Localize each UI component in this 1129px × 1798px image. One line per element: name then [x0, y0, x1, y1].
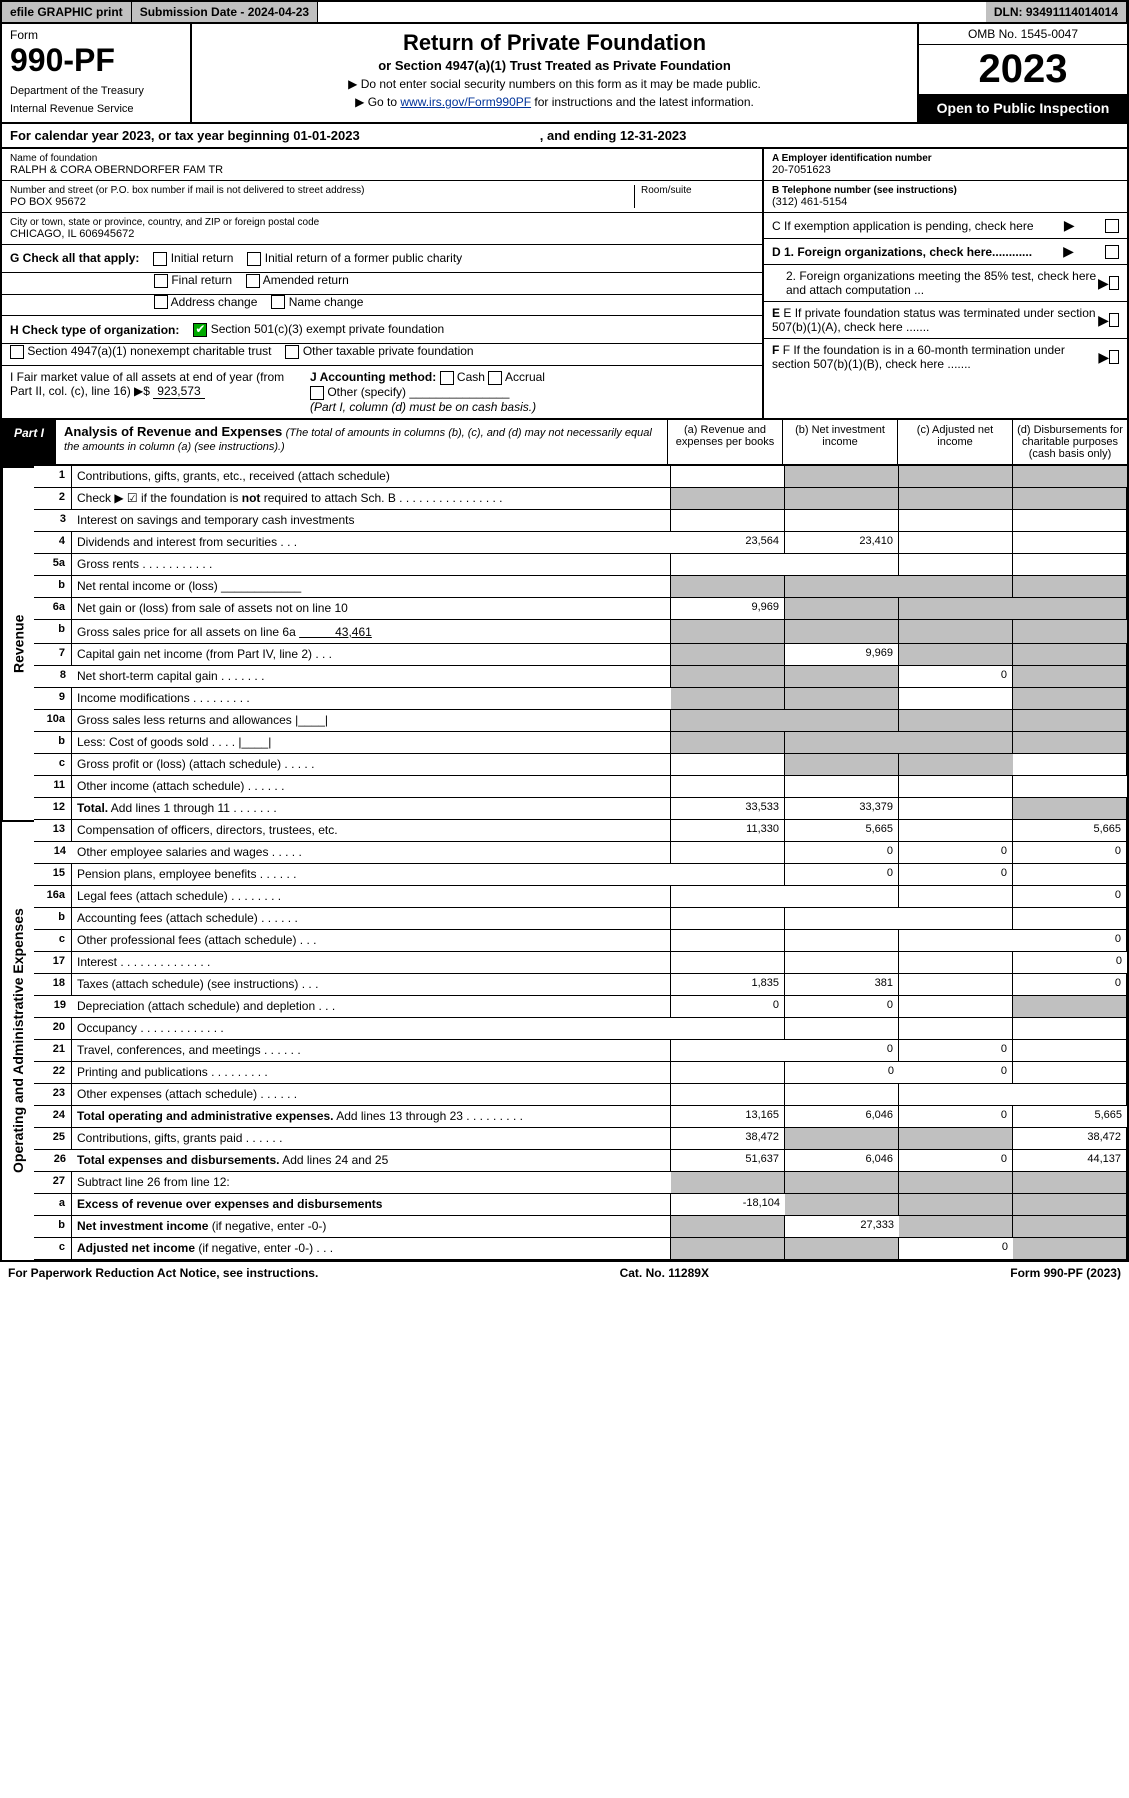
address-label: Number and street (or P.O. box number if…: [10, 185, 634, 196]
efile-label: efile GRAPHIC print: [2, 2, 132, 22]
address: PO BOX 95672: [10, 196, 634, 208]
form-subtitle: or Section 4947(a)(1) Trust Treated as P…: [204, 58, 905, 73]
cal-end: , and ending 12-31-2023: [540, 128, 687, 143]
side-label: Operating and Administrative Expenses: [2, 820, 34, 1260]
j-cash: Cash: [457, 370, 485, 384]
pra-notice: For Paperwork Reduction Act Notice, see …: [8, 1266, 318, 1280]
col-b-hdr: (b) Net investment income: [782, 420, 897, 464]
calendar-year-row: For calendar year 2023, or tax year begi…: [0, 124, 1129, 149]
d1-checkbox[interactable]: [1105, 245, 1119, 259]
c-checkbox[interactable]: [1105, 219, 1119, 233]
d1-label: D 1. Foreign organizations, check here..…: [772, 245, 1032, 259]
h-opt-1: Section 501(c)(3) exempt private foundat…: [211, 322, 444, 336]
part1-header: Part I Analysis of Revenue and Expenses …: [0, 420, 1129, 466]
info-section: Name of foundation RALPH & CORA OBERNDOR…: [0, 149, 1129, 420]
j-note: (Part I, column (d) must be on cash basi…: [310, 400, 536, 414]
f-label: F If the foundation is in a 60-month ter…: [772, 343, 1065, 371]
col-a-hdr: (a) Revenue and expenses per books: [667, 420, 782, 464]
j-accrual: Accrual: [505, 370, 545, 384]
g-opt-1: Final return: [171, 273, 232, 287]
g-label: G Check all that apply:: [10, 251, 139, 265]
501c3-checkbox[interactable]: [193, 323, 207, 337]
irs-label: Internal Revenue Service: [10, 103, 182, 115]
accrual-checkbox[interactable]: [488, 371, 502, 385]
submission-date: Submission Date - 2024-04-23: [132, 2, 318, 22]
top-bar: efile GRAPHIC print Submission Date - 20…: [0, 0, 1129, 24]
side-label: Revenue: [2, 466, 34, 820]
ssn-note: ▶ Do not enter social security numbers o…: [204, 77, 905, 91]
g-opt-3: Initial return of a former public charit…: [265, 251, 462, 265]
final-return-checkbox[interactable]: [154, 274, 168, 288]
form-header: Form 990-PF Department of the Treasury I…: [0, 24, 1129, 124]
part1-title: Analysis of Revenue and Expenses: [64, 424, 282, 439]
form-footer: Form 990-PF (2023): [1010, 1266, 1121, 1280]
form-word: Form: [10, 28, 182, 42]
g-opt-2: Address change: [171, 295, 258, 309]
j-other: Other (specify): [327, 385, 406, 399]
e-label: E If private foundation status was termi…: [772, 306, 1096, 334]
e-checkbox[interactable]: [1109, 313, 1119, 327]
fmv-label: I Fair market value of all assets at end…: [10, 370, 284, 398]
city: CHICAGO, IL 606945672: [10, 228, 754, 240]
d2-label: 2. Foreign organizations meeting the 85%…: [772, 269, 1098, 297]
goto-note: ▶ Go to www.irs.gov/Form990PF for instru…: [204, 95, 905, 109]
j-label: J Accounting method:: [310, 370, 436, 384]
irs-link[interactable]: www.irs.gov/Form990PF: [400, 95, 531, 109]
h-opt-3: Other taxable private foundation: [303, 344, 474, 358]
g-check-row: G Check all that apply: Initial return I…: [2, 245, 762, 273]
tel-value: (312) 461-5154: [772, 196, 1119, 208]
cat-no: Cat. No. 11289X: [620, 1266, 709, 1280]
part1-label: Part I: [2, 420, 56, 464]
h-label: H Check type of organization:: [10, 323, 179, 337]
tax-year: 2023: [919, 45, 1127, 94]
note2-post: for instructions and the latest informat…: [531, 95, 754, 109]
tel-label: B Telephone number (see instructions): [772, 185, 957, 196]
other-method-checkbox[interactable]: [310, 386, 324, 400]
col-c-hdr: (c) Adjusted net income: [897, 420, 1012, 464]
ein-value: 20-7051623: [772, 164, 1119, 176]
foundation-name-label: Name of foundation: [10, 153, 754, 164]
omb-number: OMB No. 1545-0047: [919, 24, 1127, 45]
h-opt-2: Section 4947(a)(1) nonexempt charitable …: [27, 344, 271, 358]
other-taxable-checkbox[interactable]: [285, 345, 299, 359]
name-change-checkbox[interactable]: [271, 295, 285, 309]
city-label: City or town, state or province, country…: [10, 217, 754, 228]
page-footer: For Paperwork Reduction Act Notice, see …: [0, 1262, 1129, 1284]
open-inspection: Open to Public Inspection: [919, 94, 1127, 122]
c-label: C If exemption application is pending, c…: [772, 219, 1034, 233]
initial-public-checkbox[interactable]: [247, 252, 261, 266]
ein-label: A Employer identification number: [772, 153, 932, 164]
g-opt-5: Name change: [289, 295, 364, 309]
col-d-hdr: (d) Disbursements for charitable purpose…: [1012, 420, 1127, 464]
d2-checkbox[interactable]: [1109, 276, 1119, 290]
cash-checkbox[interactable]: [440, 371, 454, 385]
form-title: Return of Private Foundation: [204, 30, 905, 56]
4947-checkbox[interactable]: [10, 345, 24, 359]
note2-pre: ▶ Go to: [355, 95, 400, 109]
cal-begin: For calendar year 2023, or tax year begi…: [10, 128, 360, 143]
dept-treasury: Department of the Treasury: [10, 85, 182, 97]
form-number: 990-PF: [10, 42, 182, 79]
g-opt-0: Initial return: [171, 251, 234, 265]
f-checkbox[interactable]: [1109, 350, 1119, 364]
initial-return-checkbox[interactable]: [153, 252, 167, 266]
room-label: Room/suite: [641, 185, 754, 196]
amended-return-checkbox[interactable]: [246, 274, 260, 288]
address-change-checkbox[interactable]: [154, 295, 168, 309]
fmv-value: 923,573: [153, 384, 204, 399]
part1-table: Revenue1Contributions, gifts, grants, et…: [0, 466, 1129, 1262]
g-opt-4: Amended return: [263, 273, 349, 287]
foundation-name: RALPH & CORA OBERNDORFER FAM TR: [10, 164, 754, 176]
dln-label: DLN: 93491114014014: [986, 2, 1127, 22]
